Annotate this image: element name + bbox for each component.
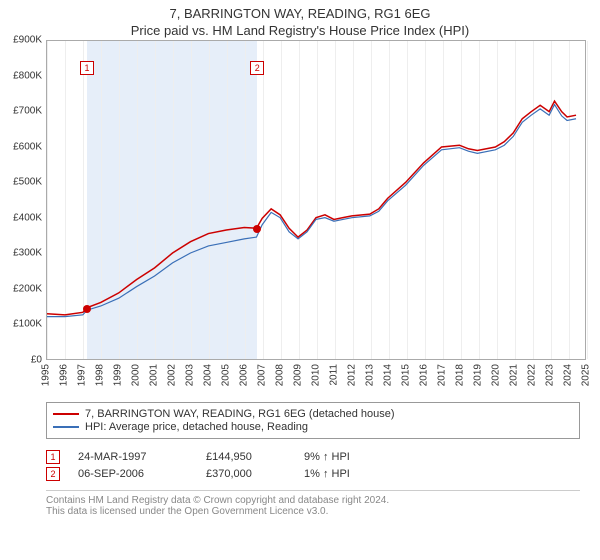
y-tick-label: £600K — [13, 141, 42, 152]
transaction-price: £144,950 — [206, 451, 286, 463]
legend-item: 7, BARRINGTON WAY, READING, RG1 6EG (det… — [53, 408, 573, 420]
x-tick-label: 2023 — [545, 364, 556, 386]
y-tick-label: £100K — [13, 319, 42, 330]
transaction-date: 06-SEP-2006 — [78, 468, 188, 480]
transaction-delta: 9% ↑ HPI — [304, 451, 350, 463]
y-tick-label: £700K — [13, 106, 42, 117]
x-tick-label: 2021 — [509, 364, 520, 386]
y-axis-labels: £0£100K£200K£300K£400K£500K£600K£700K£80… — [0, 40, 46, 360]
chart-area: £0£100K£200K£300K£400K£500K£600K£700K£80… — [0, 40, 600, 400]
footer-line-2: This data is licensed under the Open Gov… — [46, 506, 580, 517]
x-tick-label: 2011 — [329, 364, 340, 386]
transaction-marker-2: 2 — [250, 61, 264, 75]
x-tick-label: 2024 — [563, 364, 574, 386]
series-line — [47, 105, 576, 317]
x-tick-label: 2009 — [293, 364, 304, 386]
x-tick-label: 2020 — [491, 364, 502, 386]
transaction-row: 1 24-MAR-1997 £144,950 9% ↑ HPI — [46, 450, 580, 464]
x-axis-labels: 1995199619971998199920002001200220032004… — [46, 360, 586, 400]
x-tick-label: 2016 — [419, 364, 430, 386]
x-tick-label: 2001 — [149, 364, 160, 386]
x-gridline — [587, 41, 588, 359]
x-tick-label: 2002 — [167, 364, 178, 386]
legend: 7, BARRINGTON WAY, READING, RG1 6EG (det… — [46, 402, 580, 439]
transaction-marker-ref: 2 — [46, 467, 60, 481]
x-tick-label: 2012 — [347, 364, 358, 386]
transaction-price: £370,000 — [206, 468, 286, 480]
transaction-marker-1: 1 — [80, 61, 94, 75]
transaction-marker-ref: 1 — [46, 450, 60, 464]
x-tick-label: 2019 — [473, 364, 484, 386]
x-tick-label: 2015 — [401, 364, 412, 386]
x-tick-label: 2025 — [581, 364, 592, 386]
legend-label: HPI: Average price, detached house, Read… — [85, 421, 308, 433]
y-tick-label: £400K — [13, 212, 42, 223]
y-tick-label: £900K — [13, 35, 42, 46]
series-line — [47, 101, 576, 315]
x-tick-label: 2007 — [257, 364, 268, 386]
transactions: 1 24-MAR-1997 £144,950 9% ↑ HPI 2 06-SEP-2006… — [46, 443, 580, 488]
series-svg — [47, 41, 585, 359]
title-line-2: Price paid vs. HM Land Registry's House … — [0, 23, 600, 38]
transaction-delta: 1% ↑ HPI — [304, 468, 350, 480]
y-tick-label: £300K — [13, 248, 42, 259]
x-tick-label: 1995 — [41, 364, 52, 386]
title-line-1: 7, BARRINGTON WAY, READING, RG1 6EG — [0, 6, 600, 21]
x-tick-label: 2014 — [383, 364, 394, 386]
transaction-dot — [253, 225, 261, 233]
x-tick-label: 2010 — [311, 364, 322, 386]
x-tick-label: 2005 — [221, 364, 232, 386]
x-tick-label: 2004 — [203, 364, 214, 386]
plot-region: 12 — [46, 40, 586, 360]
legend-swatch — [53, 413, 79, 415]
divider — [46, 490, 580, 491]
x-tick-label: 2008 — [275, 364, 286, 386]
footer-line-1: Contains HM Land Registry data © Crown c… — [46, 495, 580, 506]
x-tick-label: 1997 — [77, 364, 88, 386]
legend-item: HPI: Average price, detached house, Read… — [53, 421, 573, 433]
x-tick-label: 2003 — [185, 364, 196, 386]
x-tick-label: 2000 — [131, 364, 142, 386]
footer: Contains HM Land Registry data © Crown c… — [46, 495, 580, 517]
x-tick-label: 2006 — [239, 364, 250, 386]
x-tick-label: 2018 — [455, 364, 466, 386]
transaction-date: 24-MAR-1997 — [78, 451, 188, 463]
x-tick-label: 1998 — [95, 364, 106, 386]
x-tick-label: 2013 — [365, 364, 376, 386]
y-tick-label: £800K — [13, 70, 42, 81]
transaction-row: 2 06-SEP-2006 £370,000 1% ↑ HPI — [46, 467, 580, 481]
y-tick-label: £200K — [13, 283, 42, 294]
legend-label: 7, BARRINGTON WAY, READING, RG1 6EG (det… — [85, 408, 395, 420]
chart-titles: 7, BARRINGTON WAY, READING, RG1 6EG Pric… — [0, 0, 600, 40]
y-tick-label: £500K — [13, 177, 42, 188]
legend-swatch — [53, 426, 79, 428]
x-tick-label: 1996 — [59, 364, 70, 386]
transaction-dot — [83, 305, 91, 313]
x-tick-label: 1999 — [113, 364, 124, 386]
x-tick-label: 2022 — [527, 364, 538, 386]
x-tick-label: 2017 — [437, 364, 448, 386]
